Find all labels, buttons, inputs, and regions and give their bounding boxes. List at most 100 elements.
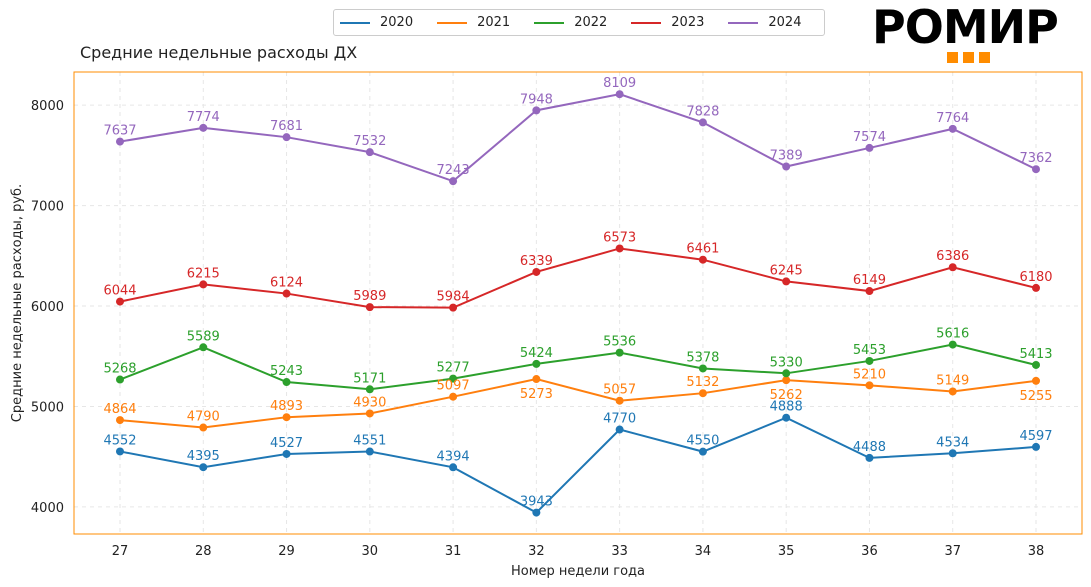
x-tick-label: 30 [362,544,379,559]
data-point-2023 [615,244,624,253]
data-point-2022 [782,369,791,378]
data-point-2021 [199,423,208,432]
legend-label: 2021 [477,15,511,30]
legend-label: 2020 [380,15,414,30]
data-point-2023 [698,255,707,264]
data-label-2021: 5273 [520,387,553,402]
x-tick-label: 27 [112,544,129,559]
data-label-2022: 5413 [1019,347,1052,362]
data-label-2023: 6180 [1019,270,1052,285]
data-label-2024: 7389 [770,149,803,164]
data-point-2021 [449,392,458,401]
data-label-2023: 6124 [270,276,303,291]
data-point-2023 [449,303,458,312]
data-label-2023: 6461 [686,242,719,257]
data-point-2022 [1032,360,1040,369]
y-tick-label: 4000 [31,501,64,516]
data-label-2020: 4597 [1019,429,1052,444]
data-point-2020 [698,447,707,456]
plot-frame [73,71,1083,535]
x-tick-label: 38 [1028,544,1045,559]
legend-item-2021: 2021 [437,15,510,30]
data-point-2020 [282,449,291,458]
data-point-2023 [199,280,208,289]
data-point-2020 [865,453,874,462]
data-label-2024: 7764 [936,111,969,126]
data-point-2021 [948,387,957,396]
data-point-2021 [282,413,291,422]
data-label-2021: 5262 [770,388,803,403]
data-point-2023 [116,297,124,306]
data-label-2020: 4770 [603,412,636,427]
data-label-2022: 5424 [520,346,553,361]
data-label-2020: 4394 [437,449,470,464]
y-tick-label: 5000 [31,400,64,415]
y-tick-label: 7000 [31,200,64,215]
data-label-2020: 4527 [270,436,303,451]
x-tick-label: 35 [778,544,795,559]
data-label-2024: 7774 [187,110,220,125]
data-point-2021 [116,416,124,425]
legend-swatch [534,21,565,24]
data-label-2023: 6245 [770,263,803,278]
data-point-2020 [116,447,124,456]
data-point-2022 [615,348,624,357]
data-label-2024: 7681 [270,119,303,134]
data-point-2024 [948,124,957,133]
data-point-2024 [449,177,458,186]
legend-label: 2024 [768,15,802,30]
data-point-2022 [199,343,208,352]
series-line-2022 [119,343,1037,391]
data-point-2023 [365,303,374,312]
legend-swatch [631,21,662,24]
data-point-2022 [532,359,541,368]
data-label-2021: 5255 [1019,389,1052,404]
data-label-2022: 5378 [686,350,719,365]
data-label-2021: 5097 [437,379,470,394]
legend-item-2024: 2024 [728,15,801,30]
data-point-2021 [698,389,707,398]
data-point-2020 [449,463,458,472]
data-label-2020: 4551 [353,434,386,449]
data-label-2022: 5171 [353,371,386,386]
data-label-2024: 7243 [437,163,470,178]
data-label-2022: 5616 [936,327,969,342]
data-label-2021: 4864 [103,402,136,417]
legend-label: 2022 [574,15,608,30]
chart-title: Средние недельные расходы ДХ [80,43,358,62]
data-label-2022: 5453 [853,343,886,358]
data-label-2021: 5057 [603,383,636,398]
data-point-2024 [698,118,707,127]
data-point-2023 [782,277,791,286]
data-point-2020 [615,425,624,434]
data-point-2022 [698,364,707,373]
data-label-2023: 6215 [187,266,220,281]
data-point-2024 [865,143,874,152]
data-point-2020 [948,449,957,458]
data-point-2021 [1032,376,1040,385]
data-label-2021: 4893 [270,399,303,414]
legend-swatch [340,21,370,24]
data-label-2024: 8109 [603,76,636,91]
data-label-2023: 6044 [103,284,136,299]
data-label-2020: 4395 [187,449,220,464]
data-point-2020 [782,413,791,422]
legend-label: 2023 [671,15,705,30]
x-tick-label: 29 [278,544,295,559]
data-point-2023 [282,289,291,298]
data-label-2022: 5536 [603,335,636,350]
data-point-2023 [532,267,541,276]
data-point-2020 [199,463,208,472]
y-axis-label: Средние недельные расходы, руб. [10,184,25,422]
data-label-2023: 5984 [437,290,470,305]
data-label-2023: 6573 [603,230,636,245]
series-line-2020 [119,416,1037,514]
data-point-2024 [282,133,291,142]
data-label-2020: 3943 [520,495,553,510]
data-label-2020: 4534 [936,435,969,450]
data-point-2022 [282,378,291,387]
data-point-2024 [532,106,541,115]
data-point-2022 [365,385,374,394]
